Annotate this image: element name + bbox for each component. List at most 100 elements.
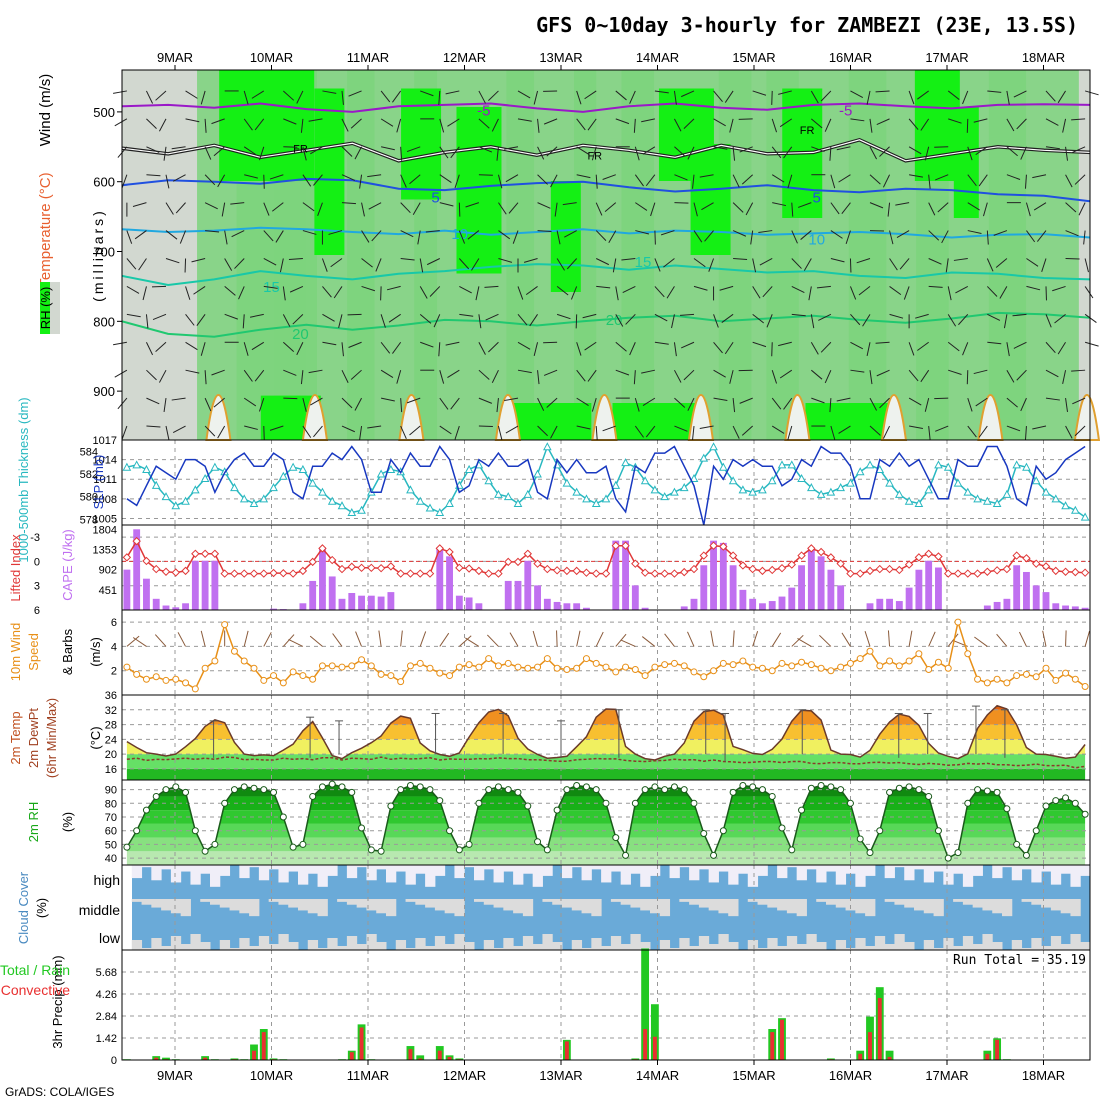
wind-barb: [533, 342, 539, 356]
cloud-clear-low: [503, 938, 514, 950]
wind-barb: [1026, 258, 1039, 267]
thickness-point: [728, 476, 738, 485]
lifted-index-point: [132, 536, 141, 546]
wind-barb: [733, 257, 748, 260]
wind-barb: [341, 425, 355, 433]
temp-band: [126, 768, 1086, 780]
rh2m-point: [299, 840, 307, 848]
thickness-point: [601, 494, 611, 503]
wind-speed-point: [1071, 675, 1079, 683]
wind-speed-point: [934, 658, 942, 666]
wind-barb: [838, 174, 851, 183]
x-tick-label: 17MAR: [925, 50, 968, 65]
y-tick-label: 3: [34, 581, 40, 593]
wind-barb: [896, 230, 910, 238]
y-tick-label: 6: [34, 605, 40, 617]
lifted-index-point: [455, 563, 464, 573]
rh2m-point: [348, 788, 356, 796]
wind-barb: [791, 313, 806, 317]
y-tick-label: 900: [93, 384, 115, 399]
cloud-clear-middle: [708, 899, 719, 911]
cloud-clear-middle: [151, 899, 162, 908]
cape-bar: [837, 585, 845, 610]
wind-barb: [205, 230, 220, 233]
wind-barb: [330, 258, 343, 268]
wind-barb: [121, 425, 128, 440]
axis-label: 2m DewPt: [26, 708, 41, 768]
cloud-clear-high: [1002, 865, 1013, 868]
wind-barb: [778, 341, 792, 347]
wind-barb: [458, 258, 470, 270]
cape-bar: [935, 567, 942, 610]
wind-barb: [882, 425, 891, 439]
wind-barb: [791, 258, 802, 269]
wind-barb: [471, 258, 480, 271]
wind-barb: [576, 118, 586, 131]
thickness-point: [718, 462, 728, 471]
thickness-point: [415, 496, 425, 505]
wind-barb: [367, 174, 382, 178]
wind-barb: [165, 230, 178, 240]
wind-barb: [993, 230, 1008, 236]
wind-barb: [309, 635, 323, 647]
thickness-point: [591, 498, 601, 507]
rh2m-point: [465, 840, 473, 848]
wind-speed-point: [876, 662, 884, 670]
wind-barb: [113, 341, 127, 346]
wind-barb: [935, 425, 949, 432]
cloud-clear-low: [493, 948, 504, 950]
wind-speed-point: [543, 655, 551, 663]
wind-barb: [975, 397, 988, 407]
cloud-clear-high: [532, 865, 543, 887]
thickness-point: [278, 471, 288, 480]
cloud-clear-middle: [346, 899, 358, 905]
wind-barb: [386, 285, 401, 291]
wind-speed-point: [260, 676, 268, 684]
wind-barb: [869, 202, 884, 209]
wind-barb: [899, 258, 910, 270]
wind-barb: [771, 146, 782, 159]
wind-barb: [824, 369, 832, 384]
thickness-point: [171, 501, 181, 510]
rh2m-point: [358, 824, 366, 832]
convective-bar: [418, 1058, 423, 1060]
lifted-index-point: [171, 568, 180, 577]
wind-barb: [869, 397, 878, 411]
wind-barb: [741, 425, 754, 436]
legend-entry: Convective: [1, 982, 70, 998]
thickness-point: [435, 507, 445, 517]
thickness-point: [230, 483, 239, 492]
rh2m-point: [426, 786, 434, 794]
wind-speed-point: [358, 656, 366, 664]
wind-barb: [275, 230, 284, 243]
wind-barb: [550, 425, 558, 439]
y-tick-label: 80: [105, 798, 117, 810]
wind-barb: [328, 230, 343, 235]
wind-barb: [869, 118, 873, 133]
y-tick-label: 700: [93, 245, 115, 260]
wind-barb: [439, 632, 450, 647]
wind-barb: [752, 90, 767, 96]
wind-barb: [987, 313, 1001, 321]
cloud-clear-middle: [571, 899, 583, 911]
run-total-label: Run Total = 35.19: [953, 953, 1086, 968]
wind-barb: [856, 258, 871, 264]
wind-barb: [732, 146, 736, 161]
lifted-index-point: [396, 569, 405, 578]
wind-barb: [920, 369, 930, 383]
wind-barb: [829, 146, 832, 161]
wind-speed-point: [719, 659, 727, 667]
cloud-clear-high: [395, 865, 407, 872]
thickness-point: [748, 487, 758, 496]
y-tick-label: 50: [105, 839, 117, 851]
wind-barb: [876, 118, 890, 126]
cloud-clear-high: [474, 865, 485, 881]
convective-bar: [770, 1032, 775, 1060]
lifted-index-point: [406, 569, 415, 578]
rh2m-point: [318, 783, 326, 791]
wind-barb: [204, 202, 218, 210]
wind-barb: [439, 397, 449, 410]
wind-barb: [783, 397, 793, 410]
wind-barb: [537, 230, 552, 233]
y-tick-label: 580: [80, 492, 98, 504]
